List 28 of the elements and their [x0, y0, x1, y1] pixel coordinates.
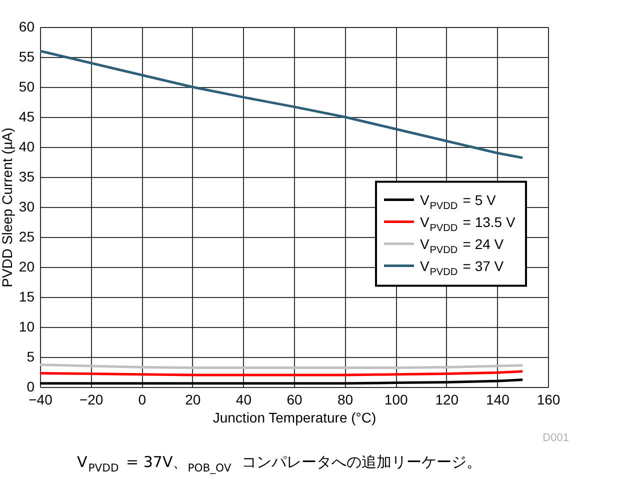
x-tick-label: 140 [486, 392, 510, 408]
y-axis-title: PVDD Sleep Current (µA) [0, 128, 15, 288]
x-tick-label: 120 [435, 392, 459, 408]
y-tick-label: 0 [26, 378, 35, 394]
y-tick-label: 20 [18, 258, 35, 274]
y-tick-label: 25 [18, 228, 35, 244]
x-tick-label: −40 [28, 392, 53, 408]
y-tick-label: 60 [18, 18, 35, 34]
y-tick-label: 45 [18, 108, 35, 124]
y-tick-label: 10 [18, 318, 35, 334]
y-tick-label: 15 [18, 288, 35, 304]
text: D001 [542, 432, 569, 444]
y-tick-label: 55 [18, 48, 35, 64]
y-tick-label: 30 [18, 198, 35, 214]
x-tick-label: 80 [338, 392, 354, 408]
y-tick-label: 35 [18, 168, 35, 184]
x-tick-label: 0 [138, 392, 146, 408]
y-tick-label: 40 [18, 138, 35, 154]
x-axis-title: Junction Temperature (°C) [212, 410, 376, 426]
x-tick-label: 40 [236, 392, 252, 408]
x-tick-label: 60 [286, 392, 302, 408]
x-tick-label: −20 [79, 392, 104, 408]
x-tick-label: 160 [536, 392, 560, 408]
y-tick-label: 50 [18, 78, 35, 94]
line-series [40, 50, 524, 160]
y-tick-label: 5 [26, 348, 35, 364]
x-tick-label: 20 [185, 392, 201, 408]
x-tick-label: 100 [384, 392, 408, 408]
